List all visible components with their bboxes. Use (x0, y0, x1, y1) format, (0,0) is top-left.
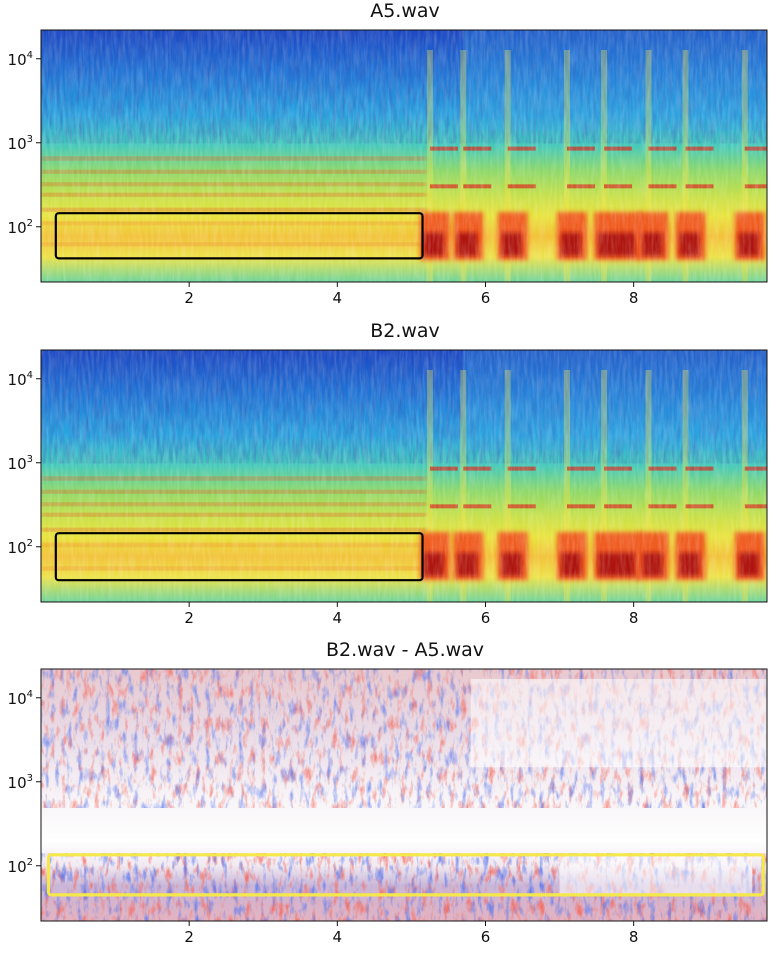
y-tick-base: 10 (8, 774, 27, 792)
y-tick-exponent: 4 (27, 689, 33, 700)
x-tick-label: 8 (629, 609, 639, 627)
y-tick-base: 10 (8, 858, 27, 876)
highlight-box (54, 532, 424, 582)
highlight-box (54, 212, 424, 260)
y-tick-label: 104 (8, 370, 33, 389)
y-tick-exponent: 3 (27, 134, 33, 145)
panel-title-b2: B2.wav (370, 320, 440, 342)
y-tick-label: 102 (8, 538, 33, 557)
y-tick-base: 10 (8, 455, 27, 473)
x-tick-label: 6 (481, 609, 491, 627)
y-tick-label: 104 (8, 50, 33, 69)
y-tick-base: 10 (8, 690, 27, 708)
axes-frame (40, 29, 768, 283)
y-tick-exponent: 3 (27, 454, 33, 465)
y-tick-base: 10 (8, 219, 27, 237)
y-tick-exponent: 2 (27, 218, 33, 229)
x-tick-label: 6 (481, 289, 491, 307)
y-tick-base: 10 (8, 51, 27, 69)
x-tick-label: 8 (629, 928, 639, 946)
y-tick-label: 102 (8, 857, 33, 876)
spectrogram-image (41, 669, 767, 921)
spectrogram-image (41, 350, 767, 602)
y-tick-label: 104 (8, 689, 33, 708)
y-tick-label: 103 (8, 134, 33, 153)
panel-title-a5: A5.wav (370, 0, 440, 22)
x-tick-label: 4 (333, 928, 343, 946)
axes-frame (40, 349, 768, 603)
axes-frame (40, 668, 768, 922)
y-tick-base: 10 (8, 539, 27, 557)
y-tick-exponent: 4 (27, 370, 33, 381)
y-tick-label: 102 (8, 218, 33, 237)
x-tick-label: 8 (629, 289, 639, 307)
y-tick-label: 103 (8, 454, 33, 473)
y-tick-exponent: 3 (27, 773, 33, 784)
y-tick-base: 10 (8, 371, 27, 389)
x-tick-label: 2 (184, 609, 194, 627)
y-tick-base: 10 (8, 135, 27, 153)
x-tick-label: 2 (184, 289, 194, 307)
spectrogram-image (41, 30, 767, 282)
y-tick-exponent: 4 (27, 50, 33, 61)
x-tick-label: 4 (333, 289, 343, 307)
y-tick-exponent: 2 (27, 857, 33, 868)
x-tick-label: 4 (333, 609, 343, 627)
highlight-box (46, 853, 765, 897)
x-tick-label: 2 (184, 928, 194, 946)
x-tick-label: 6 (481, 928, 491, 946)
y-tick-label: 103 (8, 773, 33, 792)
panel-title-difference: B2.wav - A5.wav (326, 639, 484, 661)
y-tick-exponent: 2 (27, 538, 33, 549)
